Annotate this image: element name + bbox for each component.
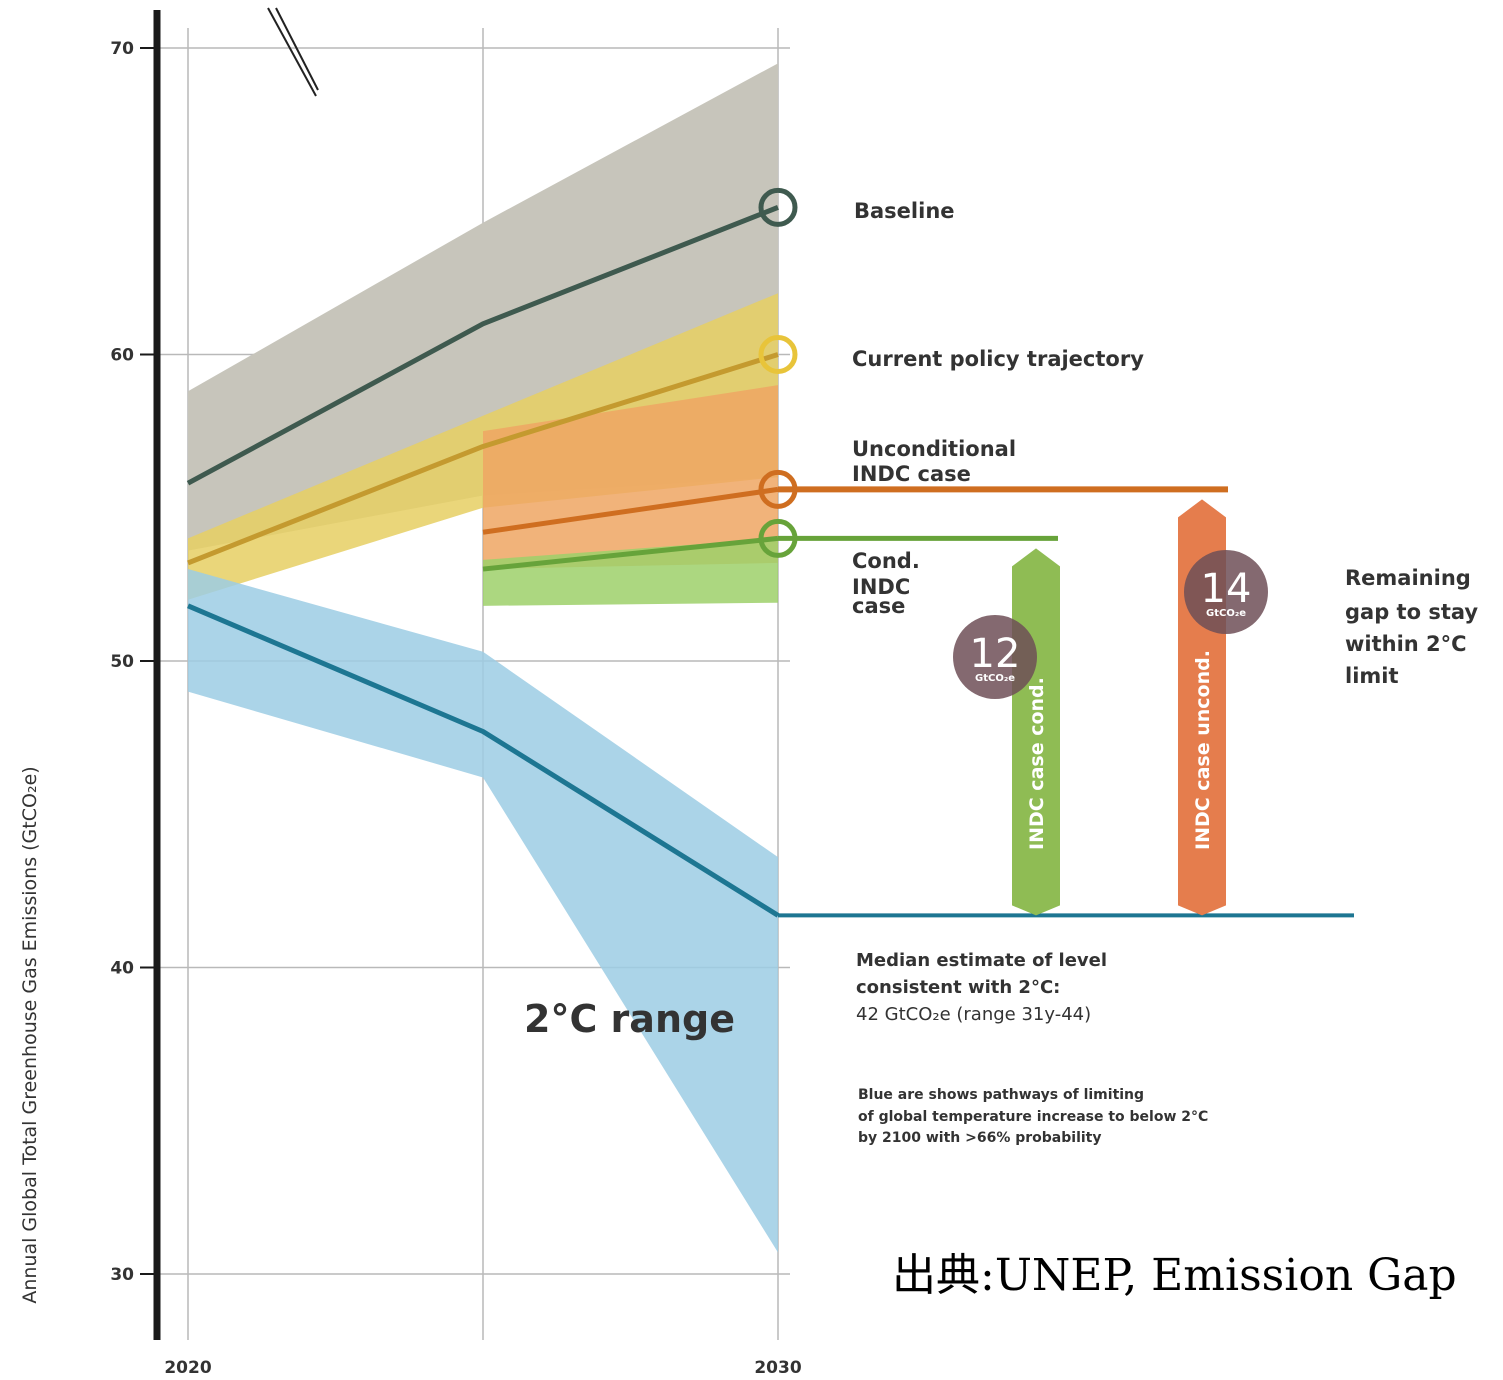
median-note-3: 42 GtCO₂e (range 31y-44): [856, 1004, 1091, 1025]
median-note-1: Median estimate of level: [856, 950, 1107, 971]
band-3: [483, 538, 778, 606]
gap-circle-1: [1184, 550, 1268, 634]
series-lines: [186, 205, 780, 918]
y-tick-label-70: 70: [110, 39, 134, 59]
label-gap-1: Remaining: [1345, 566, 1471, 590]
y-axis-title: Annual Global Total Greenhouse Gas Emiss…: [19, 766, 41, 1303]
marker-1: [758, 335, 798, 374]
gap-bar-label-0: INDC case cond.: [1026, 677, 1048, 850]
x-tick-label-2020: 2020: [164, 1358, 211, 1378]
label-gap-2: gap to stay: [1345, 600, 1478, 624]
blue-note-1: Blue are shows pathways of limiting: [858, 1087, 1144, 1103]
gap-circle-0: [953, 615, 1037, 699]
series-line-3: [482, 535, 779, 572]
y-tick-label-60: 60: [110, 346, 134, 366]
gap-bar-label-1: INDC case uncond.: [1192, 650, 1214, 850]
label-2c-range: 2°C range: [524, 997, 735, 1041]
series-line-1: [187, 352, 779, 566]
gap-unit-0: GtCO₂e: [975, 673, 1015, 684]
series-line-4: [187, 603, 780, 918]
label-uncond-2: INDC case: [852, 462, 971, 486]
blue-note-3: by 2100 with >66% probability: [858, 1130, 1102, 1146]
label-cond-2: INDC: [852, 575, 910, 599]
x-tick-label-2030: 2030: [754, 1358, 801, 1378]
gap-value-0: 12: [970, 631, 1021, 677]
y-tick-label-40: 40: [110, 959, 134, 979]
median-note-2: consistent with 2°C:: [856, 977, 1060, 998]
label-gap-4: limit: [1345, 664, 1399, 688]
marker-0: [758, 187, 798, 227]
gap-value-1: 14: [1201, 566, 1252, 612]
series-line-2: [482, 486, 779, 535]
gap-unit-1: GtCO₂e: [1206, 608, 1246, 619]
label-baseline: Baseline: [854, 199, 955, 223]
axis-break-mark: [267, 7, 319, 97]
blue-note-2: of global temperature increase to below …: [858, 1109, 1208, 1125]
band-4: [188, 569, 778, 1253]
y-axis: [140, 10, 161, 1340]
y-tick-labels: 70 60 50 40 30: [110, 39, 134, 1285]
label-current-policy: Current policy trajectory: [852, 347, 1144, 371]
label-cond-3: case: [852, 594, 905, 618]
y-tick-label-50: 50: [110, 652, 134, 672]
y-tick-label-30: 30: [110, 1265, 134, 1285]
label-gap-3: within 2°C: [1345, 632, 1467, 656]
series-line-0: [186, 205, 779, 486]
source-note: 出典:UNEP, Emission Gap: [892, 1250, 1457, 1301]
label-cond-1: Cond.: [852, 549, 920, 573]
label-uncond-1: Unconditional: [852, 437, 1016, 461]
uncertainty-bands: [188, 63, 778, 1253]
